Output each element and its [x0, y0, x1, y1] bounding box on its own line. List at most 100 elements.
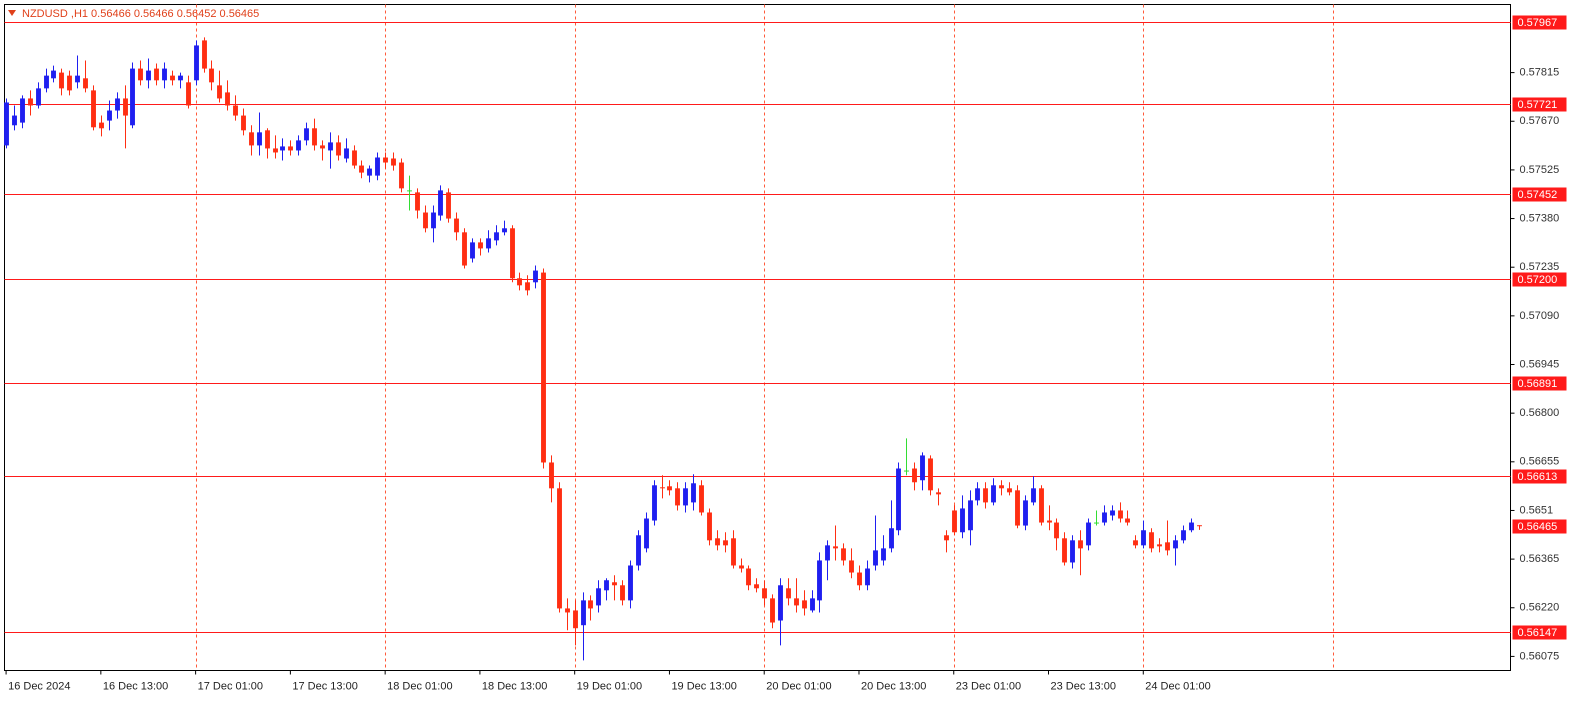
candle-body [20, 98, 25, 123]
y-tick-label: 0.57380 [1520, 212, 1560, 224]
candle-body [502, 228, 507, 233]
candle-body [810, 598, 815, 611]
candle-body [399, 162, 404, 189]
x-tick-label: 18 Dec 01:00 [387, 680, 452, 692]
candle-body [1086, 522, 1091, 546]
candle-body [549, 462, 554, 489]
candle-body [628, 565, 633, 601]
candle-body [1165, 542, 1170, 551]
x-tick-label: 17 Dec 13:00 [292, 680, 357, 692]
y-tick-label: 0.56365 [1520, 553, 1560, 565]
candle-body [36, 88, 41, 106]
candle-body [1039, 488, 1044, 523]
candle-body [533, 270, 538, 283]
last-price-box [1512, 519, 1567, 534]
candle-body [423, 212, 428, 229]
candle-body [636, 535, 641, 566]
candle-body [249, 132, 254, 146]
candle-body [138, 68, 143, 81]
candle-body [217, 85, 222, 99]
candle-body [612, 582, 617, 586]
candle-body [857, 572, 862, 586]
x-tick-label: 24 Dec 01:00 [1145, 680, 1210, 692]
candle-body [936, 492, 941, 495]
x-tick-label: 18 Dec 13:00 [482, 680, 547, 692]
level-box [1512, 97, 1567, 112]
candle-body [352, 150, 357, 166]
level-label: 0.56613 [1518, 471, 1558, 483]
candle-body [375, 157, 380, 176]
y-tick-label: 0.56945 [1520, 358, 1560, 370]
candle-body [1189, 522, 1194, 531]
candle-body [178, 75, 183, 81]
candle-body [904, 470, 909, 472]
candle-body [273, 148, 278, 153]
candle-body [991, 485, 996, 503]
candle-body [778, 585, 783, 621]
candle-body [786, 588, 791, 599]
candle-body [1054, 522, 1059, 539]
candle-body [660, 487, 665, 489]
candle-body [1023, 500, 1028, 526]
candle-body [960, 508, 965, 533]
candle-body [944, 535, 949, 541]
candle-body [225, 92, 230, 106]
candle-body [1015, 490, 1020, 526]
candle-body [107, 110, 112, 121]
candle-body [912, 468, 917, 483]
candle-body [517, 278, 522, 286]
candle-body [67, 75, 72, 91]
candle-body [746, 568, 751, 586]
candle-body [817, 560, 822, 601]
candle-body [1062, 538, 1067, 563]
candle-body [446, 192, 451, 219]
candle-body [186, 82, 191, 106]
candle-body [154, 68, 159, 81]
collapse-arrow[interactable] [8, 10, 16, 16]
candle-body [4, 102, 9, 146]
x-tick-label: 23 Dec 01:00 [956, 680, 1021, 692]
candle-body [999, 485, 1004, 489]
candle-body [644, 518, 649, 549]
candle-body [825, 545, 830, 561]
level-label: 0.56147 [1518, 627, 1558, 639]
candle-body [557, 488, 562, 609]
candle-body [59, 72, 64, 89]
candle-body [849, 560, 854, 573]
candle-body [675, 488, 680, 506]
candle-body [1149, 532, 1154, 549]
candle-body [731, 538, 736, 566]
candle-body [44, 75, 49, 89]
y-tick-label: 0.57815 [1520, 67, 1560, 79]
candle-body [359, 165, 364, 173]
candle-body [130, 68, 135, 126]
candle-body [596, 588, 601, 606]
candle-body [431, 212, 436, 229]
candle-body [754, 584, 759, 589]
y-tick-label: 0.56075 [1520, 650, 1560, 662]
level-box [1512, 376, 1567, 391]
candle-body [115, 98, 120, 111]
y-tick-label: 0.5651 [1520, 504, 1554, 516]
candle-body [1157, 544, 1162, 547]
candle-body [975, 488, 980, 501]
candle-body [1070, 540, 1075, 563]
y-tick-label: 0.57670 [1520, 115, 1560, 127]
level-box [1512, 187, 1567, 202]
candle-body [336, 142, 341, 156]
candle-body [265, 130, 270, 149]
candle-body [873, 550, 878, 566]
plot-frame [4, 4, 1511, 671]
candle-body [715, 538, 720, 546]
candle-body [415, 192, 420, 211]
candle-body [1102, 512, 1107, 523]
x-tick-label: 16 Dec 13:00 [103, 680, 168, 692]
x-tick-label: 20 Dec 01:00 [766, 680, 831, 692]
candle-body [391, 158, 396, 166]
candle-body [312, 128, 317, 146]
level-box [1512, 625, 1567, 640]
x-tick-label: 23 Dec 13:00 [1051, 680, 1116, 692]
candle-body [1078, 540, 1083, 549]
